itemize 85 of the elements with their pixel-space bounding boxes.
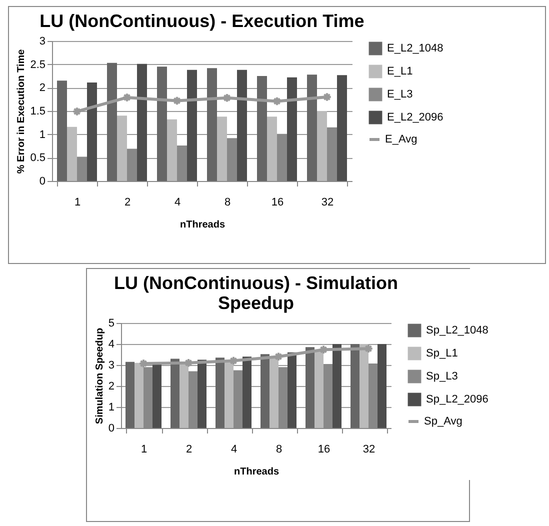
point (122, 92, 132, 102)
bar (126, 362, 134, 428)
bar (360, 344, 368, 428)
bar (288, 352, 296, 428)
bar (314, 350, 324, 428)
y-tick-label: 2 (39, 82, 46, 94)
bar (270, 356, 278, 428)
y-axis-title: Simulation Speedup (94, 328, 106, 424)
legend-label: Sp_L2_1048 (426, 324, 488, 336)
bar (107, 62, 117, 181)
bar (260, 354, 270, 428)
bar (317, 111, 327, 181)
y-tick-label: 0 (39, 176, 46, 188)
bar (187, 70, 197, 181)
bar (134, 362, 144, 428)
bar (337, 75, 347, 181)
y-tick-label: 1 (39, 128, 46, 141)
y-axis-title: % Error in Execution Time (16, 48, 28, 174)
legend-label: Sp_L2_2096 (426, 394, 488, 406)
point (318, 344, 328, 355)
y-tick-label: 4 (108, 338, 114, 350)
legend-label: Sp_L1 (426, 348, 458, 360)
y-tick-label: 5 (108, 318, 114, 330)
x-tick-label: 2 (124, 196, 131, 208)
x-tick-label: 2 (186, 444, 192, 456)
x-tick-label: 4 (230, 444, 238, 456)
bar (152, 364, 162, 428)
x-tick-label: 1 (74, 196, 81, 208)
chart-title: LU (NonContinuous) - Simulation Speedup (114, 273, 398, 313)
legend-label: E_L3 (387, 88, 413, 100)
bar (224, 360, 234, 428)
bar (350, 344, 360, 428)
point (222, 93, 232, 103)
bar (117, 116, 127, 181)
x-tick-label: 32 (362, 444, 376, 456)
point (172, 96, 182, 106)
x-tick-label: 1 (140, 444, 148, 456)
legend-label: Sp_L3 (426, 370, 458, 382)
x-tick-label: 4 (174, 196, 181, 208)
bar (180, 362, 188, 428)
bar (170, 358, 180, 428)
y-tick-label: 1.5 (30, 106, 46, 118)
y-tick-label: 3 (39, 36, 46, 48)
chart-title: LU (NonContinuous) - Execution Time (40, 11, 364, 31)
bar (167, 119, 177, 181)
bar (306, 347, 314, 428)
bar (267, 116, 277, 181)
y-tick-label: 1 (108, 402, 114, 414)
bar (207, 68, 217, 181)
bar (198, 360, 206, 428)
x-tick-label: 16 (271, 196, 284, 208)
legend-label: Sp_Avg (424, 416, 462, 428)
x-tick-label: 16 (318, 444, 330, 456)
bar (216, 358, 224, 428)
legend-label: E_Avg (385, 134, 418, 146)
bar (307, 74, 317, 181)
bar (217, 116, 227, 181)
bar (257, 76, 267, 181)
point (184, 358, 194, 368)
bar (57, 80, 67, 181)
point (272, 96, 282, 106)
bar (87, 82, 97, 181)
x-axis-title: nThreads (180, 220, 226, 230)
x-tick-label: 32 (321, 196, 334, 208)
x-tick-label: 8 (276, 444, 282, 456)
y-tick-label: 2.5 (30, 58, 46, 71)
legend-label: E_L2_2096 (387, 112, 444, 124)
y-tick-label: 0.5 (30, 152, 46, 164)
bar (67, 126, 77, 181)
y-tick-label: 0 (108, 422, 114, 434)
y-tick-label: 2 (108, 380, 114, 392)
legend-label: E_L1 (387, 66, 413, 78)
x-tick-label: 8 (224, 196, 231, 208)
bar (332, 344, 342, 428)
bar (287, 77, 297, 181)
bar (157, 66, 167, 181)
y-tick-label: 3 (108, 360, 114, 372)
bar (237, 70, 247, 181)
bar (242, 356, 252, 428)
legend-label: E_L2_1048 (387, 42, 444, 54)
bar (378, 344, 386, 428)
point (228, 356, 238, 366)
point (274, 352, 284, 362)
bar (137, 64, 147, 181)
x-axis-title: nThreads (234, 466, 280, 478)
